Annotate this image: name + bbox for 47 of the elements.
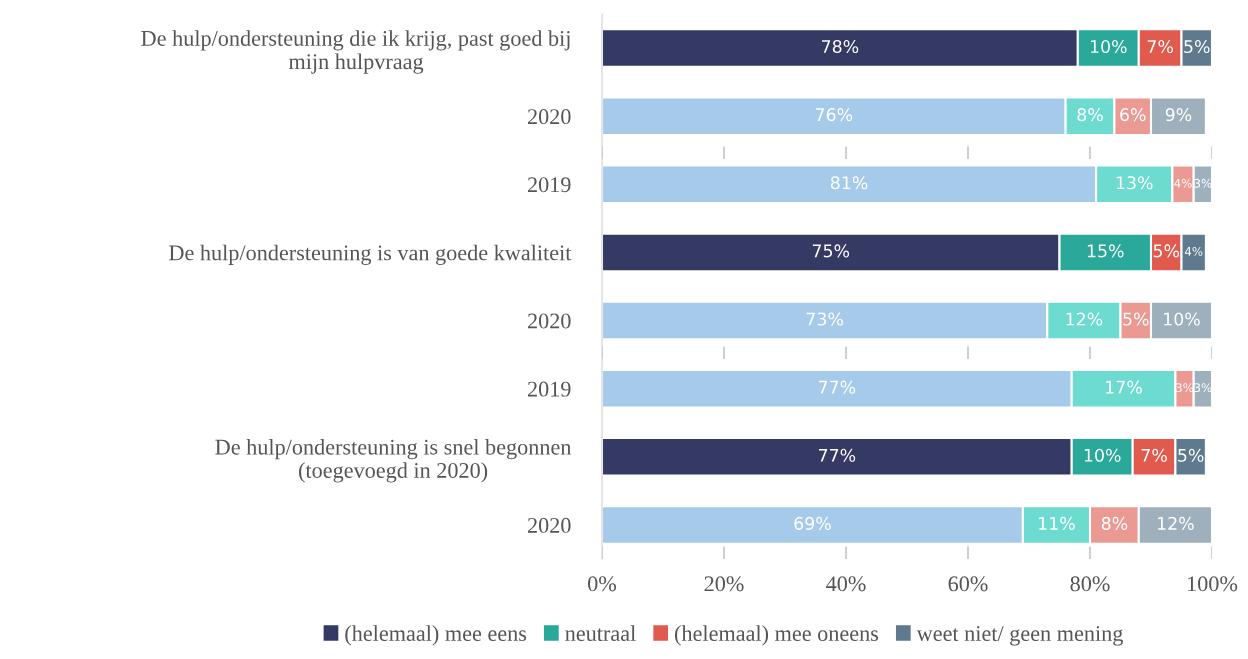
y-tick-label: De hulp/ondersteuning is snel begonnen (toegevoegd in 2020) xyxy=(215,438,572,483)
data-label: 10% xyxy=(1084,448,1121,462)
x-tick-label: 40% xyxy=(826,576,866,592)
data-label: 10% xyxy=(1090,39,1127,54)
legend-label: (helemaal) mee eens xyxy=(345,625,527,646)
data-label: 4% xyxy=(1174,178,1192,188)
data-label: 73% xyxy=(806,312,843,326)
data-label: 69% xyxy=(794,516,831,530)
data-label: 78% xyxy=(822,39,859,54)
x-tick-label: 60% xyxy=(948,576,988,592)
y-tick-label: 2019 xyxy=(527,177,571,193)
y-tick-label: 2020 xyxy=(527,313,571,329)
x-tick-label: 100% xyxy=(1188,576,1238,592)
data-label: 7% xyxy=(1147,39,1173,54)
data-label: 77% xyxy=(818,448,856,462)
y-tick-label: 2020 xyxy=(527,109,571,125)
data-label: 81% xyxy=(830,176,868,190)
y-tick-label: 2019 xyxy=(527,381,571,397)
data-label: 6% xyxy=(1120,108,1146,122)
legend-label: weet niet/ geen mening xyxy=(916,626,1123,646)
data-label: 5% xyxy=(1178,448,1204,462)
data-label: 12% xyxy=(1158,516,1194,530)
data-label: 4% xyxy=(1184,246,1203,256)
x-tick-label: 20% xyxy=(704,576,744,592)
data-label: 5% xyxy=(1153,244,1180,258)
legend-label: (helemaal) mee oneens xyxy=(675,625,879,646)
legend-label: neutraal xyxy=(565,625,636,642)
y-tick-label: 2020 xyxy=(527,517,571,533)
data-label: 7% xyxy=(1141,448,1167,462)
data-label: 77% xyxy=(818,380,856,394)
data-label: 5% xyxy=(1123,312,1149,326)
data-label: 76% xyxy=(815,108,853,122)
x-tick-label: 80% xyxy=(1070,576,1110,592)
data-label: 8% xyxy=(1101,516,1128,530)
data-label: 11% xyxy=(1039,516,1075,530)
data-label: 9% xyxy=(1165,108,1192,122)
x-tick-label: 0% xyxy=(588,576,617,592)
data-label: 17% xyxy=(1106,380,1142,394)
data-label: 13% xyxy=(1116,176,1153,190)
y-tick-label: De hulp/ondersteuning is van goede kwaliteit xyxy=(169,244,572,265)
y-tick-label: De hulp/ondersteuning die ik krijg, past goed bij mijn hulpvraag xyxy=(141,30,570,74)
data-label: 12% xyxy=(1066,312,1103,326)
data-label: 5% xyxy=(1184,39,1210,54)
data-label: 10% xyxy=(1164,312,1200,326)
data-label: 8% xyxy=(1077,108,1103,122)
data-label: 15% xyxy=(1087,244,1124,258)
data-label: 75% xyxy=(812,244,850,258)
